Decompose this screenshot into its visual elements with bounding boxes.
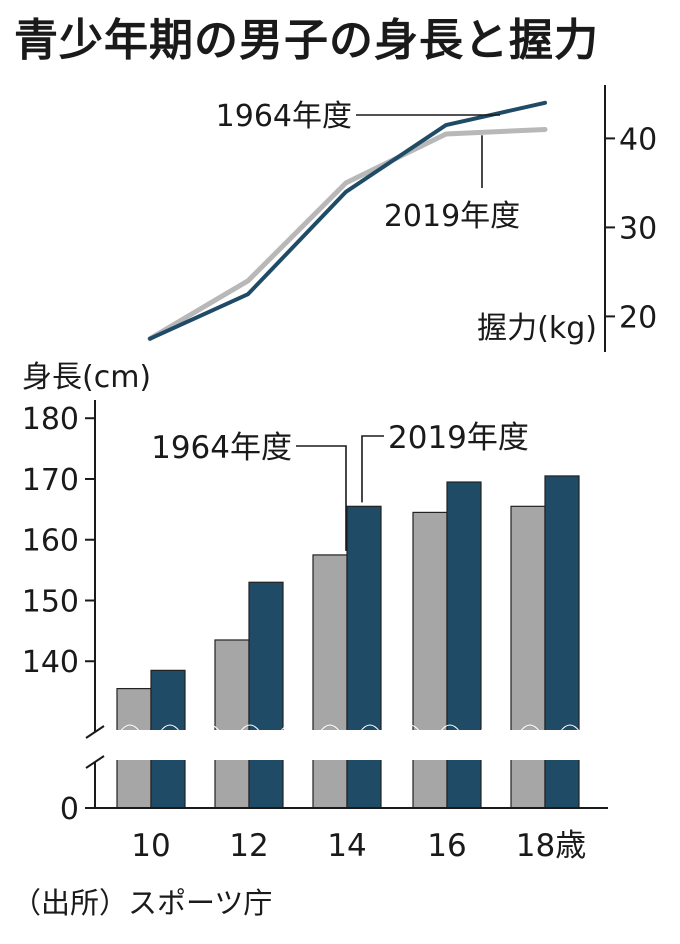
height-series-label-2019: 2019年度 [388, 420, 529, 456]
axis-break-band [100, 730, 600, 760]
height-bar-1964 [312, 554, 348, 809]
height-leader-1964 [296, 445, 347, 551]
grip-axis: 20 30 40 握力(kg) [477, 85, 657, 352]
height-bar-1964 [510, 505, 546, 809]
height-axis: 0 140 150 160 170 180 身長(cm) 10 12 14 16 18歳 [22, 360, 608, 864]
height-bar-1964 [412, 511, 448, 809]
chart-title: 青少年期の男子の身長と握力 [14, 15, 599, 66]
height-chart: 0 140 150 160 170 180 身長(cm) 10 12 14 16 18歳 1964年度… [22, 360, 608, 864]
grip-chart: 20 30 40 握力(kg) 1964年度 2019年度 [147, 85, 657, 352]
axis-break-mark-top [85, 725, 105, 739]
height-bar-2019 [346, 505, 382, 809]
height-y-axis-label: 身長(cm) [22, 360, 151, 395]
source-note: （出所）スポーツ庁 [12, 886, 273, 920]
grip-series-label-1964: 1964年度 [216, 99, 352, 134]
height-y-tick-label: 160 [22, 524, 79, 559]
height-y-tick-label: 0 [60, 792, 79, 827]
grip-series-label-2019: 2019年度 [384, 199, 520, 234]
grip-y-tick-label: 30 [619, 211, 657, 246]
height-x-tick-label: 12 [229, 828, 268, 864]
height-y-tick-label: 150 [22, 584, 79, 619]
height-bar-1964 [214, 639, 250, 809]
height-y-tick-label: 170 [22, 463, 79, 498]
grip-y-tick-label: 20 [619, 300, 657, 335]
height-x-tick-label: 18歳 [516, 828, 586, 864]
grip-labels: 1964年度 2019年度 [216, 99, 521, 234]
grip-line-2019 [147, 127, 548, 342]
height-y-tick-label: 180 [22, 402, 79, 437]
grip-y-axis-label: 握力(kg) [477, 311, 597, 346]
chart-canvas: 20 30 40 握力(kg) 1964年度 2019年度 0 140 150 160 170 1… [22, 85, 657, 864]
height-x-tick-label: 14 [327, 828, 366, 864]
height-y-tick-label: 140 [22, 645, 79, 680]
height-bar-2019 [248, 581, 284, 809]
height-series-label-1964: 1964年度 [151, 430, 292, 466]
axis-break-mark-bottom [85, 755, 105, 769]
height-x-tick-label: 16 [427, 828, 466, 864]
axis-break-wave [79, 724, 601, 740]
grip-lines [147, 100, 548, 342]
grip-y-tick-label: 40 [619, 122, 657, 157]
height-leader-2019 [361, 435, 384, 503]
grip-line-1964 [148, 100, 547, 341]
height-labels: 1964年度 2019年度 [151, 420, 529, 551]
height-x-tick-label: 10 [131, 828, 170, 864]
height-bars [79, 475, 601, 809]
